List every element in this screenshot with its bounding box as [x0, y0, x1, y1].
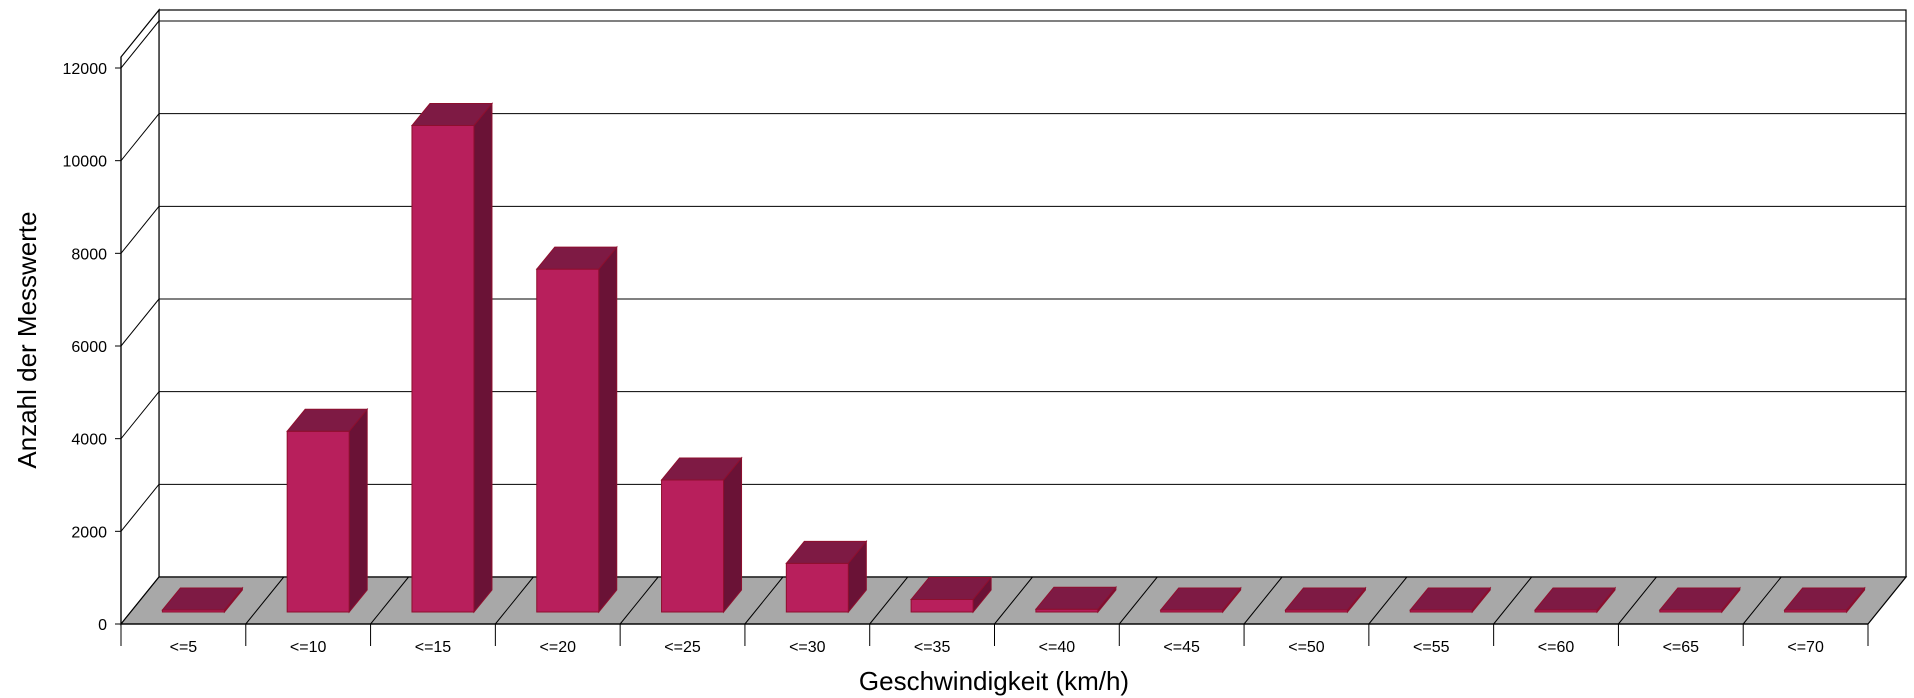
bar-top — [161, 587, 244, 611]
bar-side — [348, 407, 368, 614]
x-tick-label: <=40 — [1039, 639, 1076, 656]
bar-top — [410, 103, 494, 126]
chart-bars — [161, 102, 1866, 614]
x-axis-title: Geschwindigkeit (km/h) — [859, 666, 1129, 696]
bar-front — [661, 479, 725, 613]
floor-divider — [994, 576, 1033, 625]
bar-front — [536, 268, 600, 613]
x-tick-label: <=50 — [1288, 639, 1325, 656]
bar — [660, 456, 743, 614]
bar-front — [411, 125, 475, 613]
floor-divider — [494, 576, 534, 625]
gridline-side — [120, 206, 160, 254]
gridline-side — [120, 484, 160, 532]
x-tick-label: <=15 — [415, 639, 452, 656]
x-tick-label: <=55 — [1413, 639, 1450, 656]
x-tick-label: <=70 — [1787, 639, 1824, 656]
bar-top — [535, 246, 618, 270]
floor-divider — [1618, 576, 1657, 625]
bar — [1284, 586, 1367, 614]
bar-front — [286, 430, 350, 613]
y-tick-label: 8000 — [71, 246, 107, 263]
x-tick-label: <=10 — [290, 639, 327, 656]
y-tick-label: 0 — [98, 617, 107, 634]
bar — [1409, 586, 1492, 614]
gridline-side — [120, 391, 160, 439]
floor-divider — [1243, 576, 1283, 625]
bar-top — [286, 408, 369, 432]
x-tick-label: <=25 — [664, 639, 701, 656]
bar — [410, 102, 494, 614]
bar-top — [910, 576, 993, 600]
floor-divider — [744, 576, 784, 625]
floor-divider — [869, 576, 909, 625]
x-tick-label: <=20 — [540, 639, 577, 656]
floor-divider — [1118, 576, 1158, 625]
bar — [1658, 586, 1741, 614]
gridline-side — [120, 298, 160, 347]
bar-top — [1034, 586, 1117, 610]
gridline-side — [120, 113, 160, 161]
x-tick-label: <=35 — [914, 639, 951, 656]
floor-divider — [1368, 576, 1408, 625]
floor-divider — [1742, 576, 1782, 625]
bar-front — [785, 562, 849, 613]
bar — [1783, 586, 1866, 614]
bar — [1533, 586, 1617, 614]
bar-side — [473, 102, 493, 614]
bar — [1159, 586, 1242, 614]
bar-front — [910, 598, 974, 613]
chart-walls — [120, 8, 1907, 626]
bar-top — [1533, 587, 1617, 611]
gridline-side — [120, 20, 160, 69]
side-wall — [120, 8, 160, 626]
x-tick-label: <=45 — [1163, 639, 1200, 656]
floor-divider — [245, 576, 285, 625]
bar-side — [598, 245, 618, 614]
bar-top — [1284, 587, 1367, 611]
bar-top — [1783, 587, 1866, 611]
floor-divider — [619, 576, 659, 625]
chart-ticks: 0 2000 4000 6000 8000 10000 12000 <=5 <=10 <=15 <=… — [63, 57, 1869, 656]
bar — [910, 576, 993, 614]
floor-divider — [370, 576, 409, 625]
chart-floor — [119, 576, 1908, 625]
bar-top — [1409, 587, 1492, 611]
x-tick-label: <=65 — [1663, 639, 1700, 656]
y-tick-label: 6000 — [71, 339, 107, 356]
bar-top — [1159, 587, 1242, 611]
bar — [1034, 585, 1117, 614]
bar-top — [660, 457, 743, 481]
x-tick-label: <=60 — [1538, 639, 1575, 656]
floor-divider — [1493, 576, 1533, 625]
y-tick-label: 4000 — [71, 432, 107, 449]
y-tick-label: 2000 — [71, 524, 107, 541]
bar-side — [723, 456, 743, 614]
bar — [161, 586, 244, 614]
x-tick-label: <=30 — [789, 639, 826, 656]
bar-top — [785, 540, 868, 564]
y-tick-label: 12000 — [63, 61, 108, 78]
bar — [286, 407, 369, 614]
bar — [785, 539, 868, 614]
bar-top — [1658, 587, 1741, 611]
x-tick-label: <=5 — [170, 639, 198, 656]
y-axis-title: Anzahl der Messwerte — [12, 211, 42, 468]
bar — [535, 245, 618, 614]
y-tick-label: 10000 — [63, 154, 108, 171]
